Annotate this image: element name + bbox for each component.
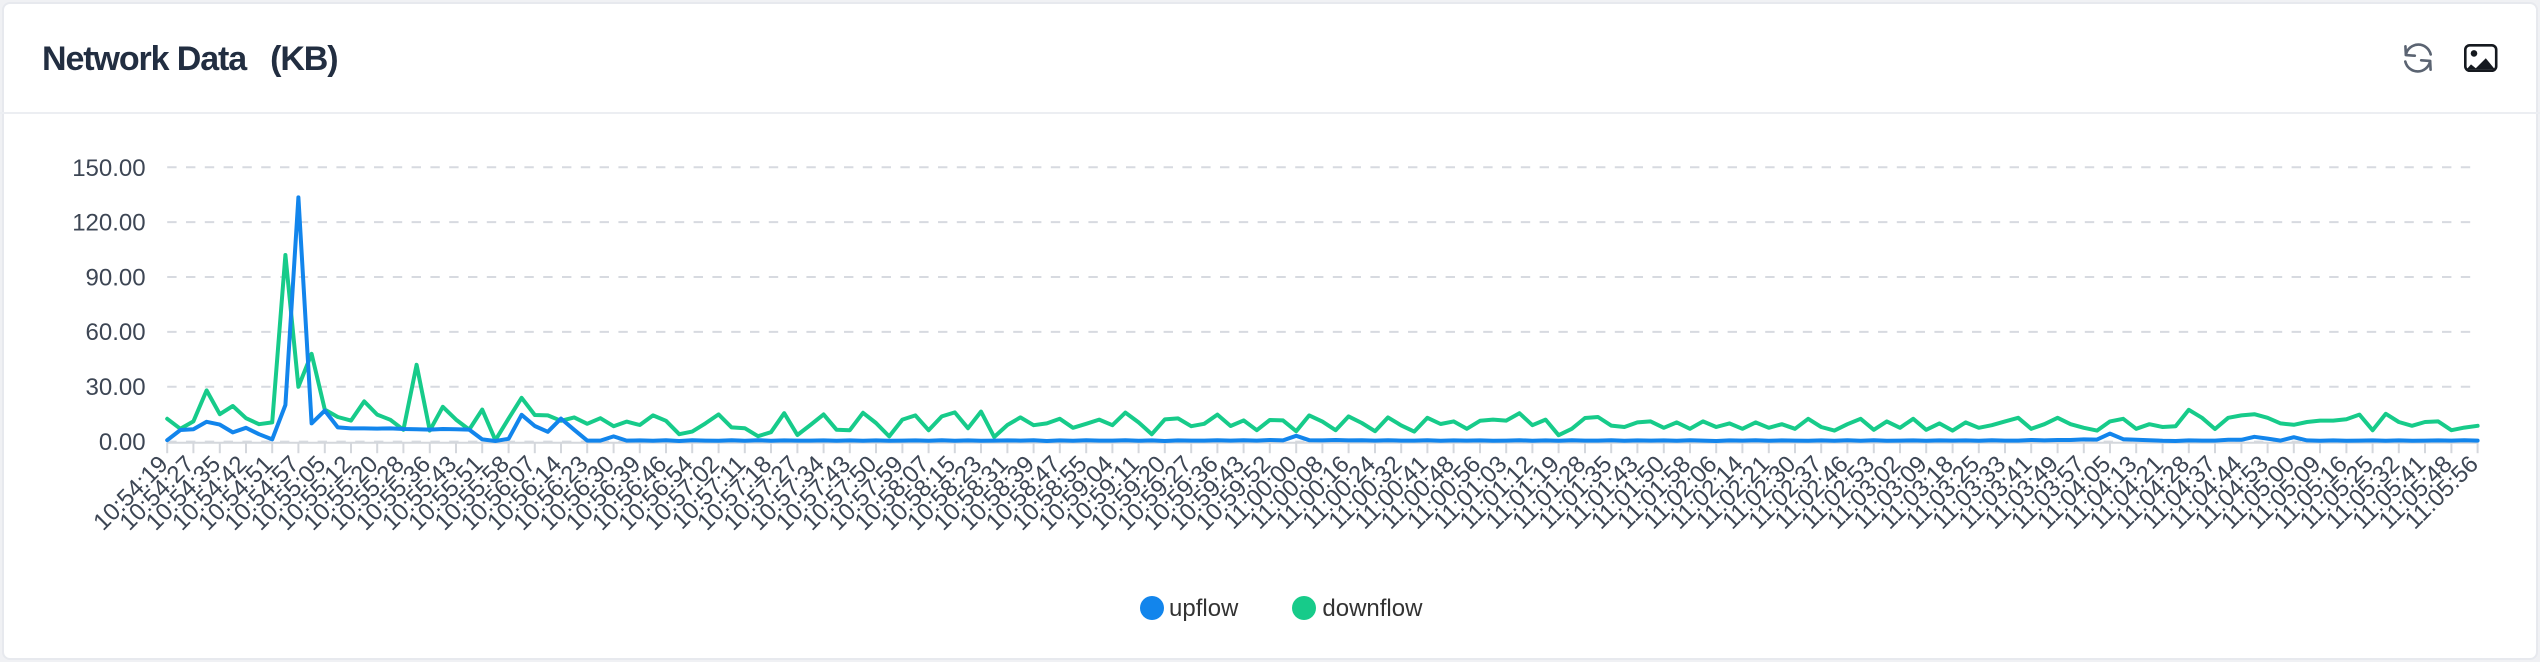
svg-text:120.00: 120.00 bbox=[72, 210, 145, 237]
svg-text:30.00: 30.00 bbox=[86, 374, 146, 401]
svg-text:90.00: 90.00 bbox=[86, 264, 146, 291]
svg-text:0.00: 0.00 bbox=[99, 429, 146, 456]
svg-text:150.00: 150.00 bbox=[72, 155, 145, 182]
svg-text:60.00: 60.00 bbox=[86, 319, 146, 346]
